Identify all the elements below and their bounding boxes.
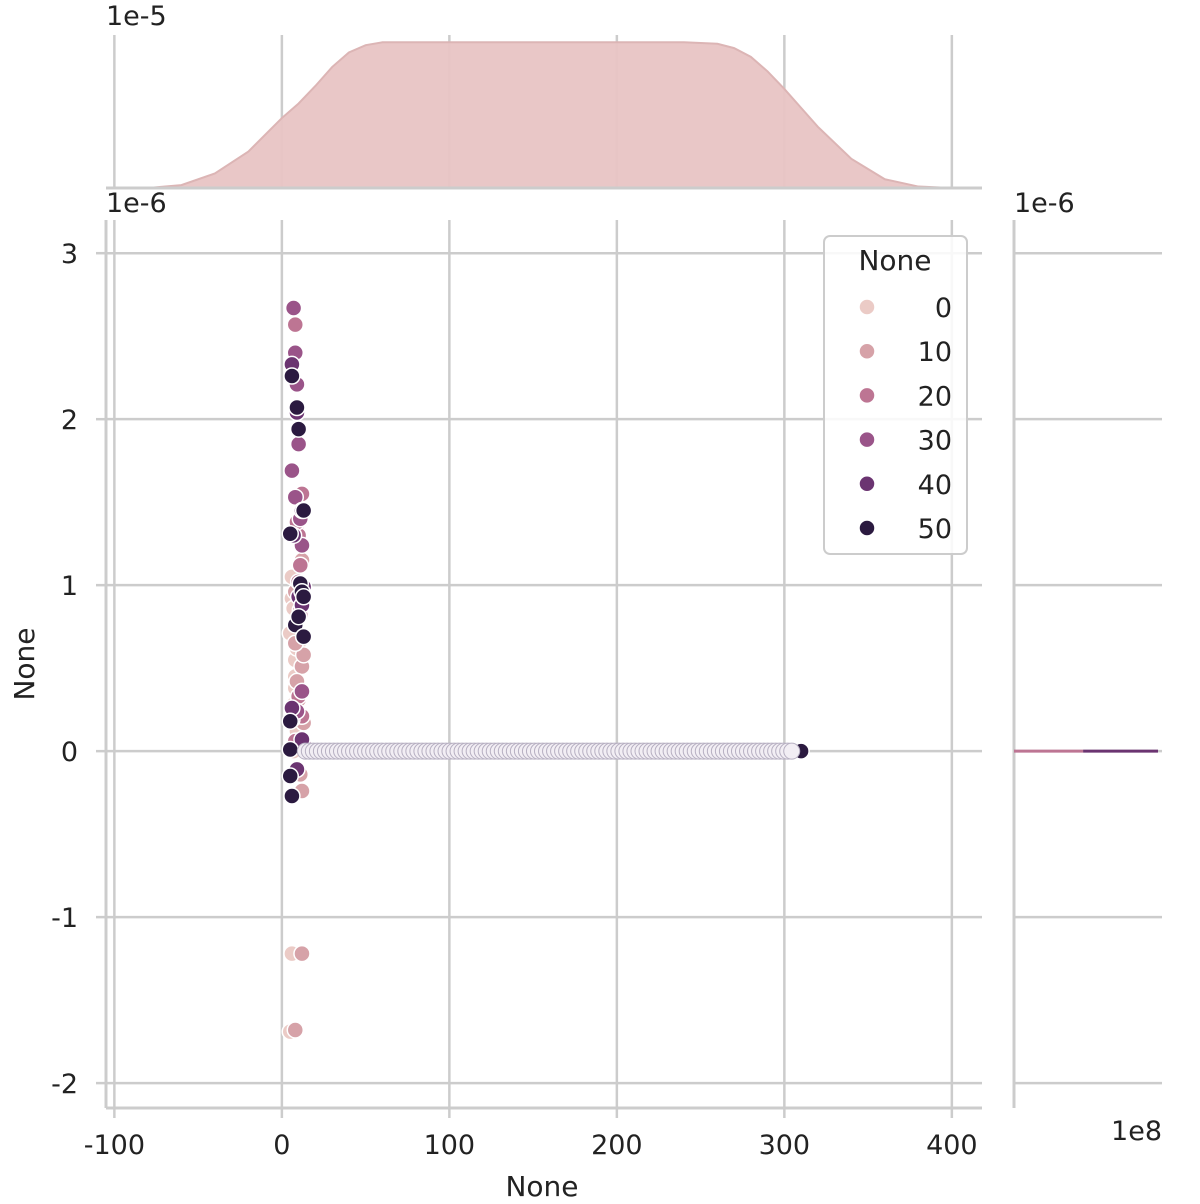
- legend-label: 40: [918, 470, 952, 501]
- scatter-point: [286, 1021, 305, 1039]
- marginal-top-panel: 1e-5: [106, 1, 982, 190]
- marginal-right-panel: 1e-6 1e8: [1012, 188, 1162, 1147]
- legend-box: [823, 235, 968, 555]
- x-tick-label: -100: [84, 1130, 145, 1161]
- y-axis-label: None: [8, 627, 41, 700]
- x-axis-label: None: [505, 1170, 578, 1200]
- scatter-point: [291, 556, 310, 574]
- scatter-point: [294, 501, 313, 520]
- y-multiplier-label: 1e-6: [106, 188, 167, 219]
- marginal-top-density: [114, 41, 952, 189]
- x-tick-label: 0: [273, 1130, 290, 1161]
- y-tick-label: 1: [61, 571, 78, 602]
- legend-marker: [858, 430, 876, 449]
- legend-label: 50: [918, 514, 952, 545]
- scatter-point: [293, 682, 311, 701]
- scatter-point: [294, 646, 313, 664]
- scatter-point: [283, 367, 301, 385]
- legend-marker: [858, 298, 876, 316]
- x-tick-label: 400: [926, 1130, 978, 1161]
- legend-marker: [858, 519, 876, 537]
- legend-marker: [858, 386, 876, 405]
- legend-label: 20: [918, 381, 952, 412]
- scatter-point: [283, 787, 301, 805]
- legend-marker: [858, 475, 876, 493]
- x-tick-label: 100: [424, 1130, 476, 1161]
- scatter-point: [288, 398, 306, 417]
- x-tick-label: 200: [591, 1130, 643, 1161]
- right-multiplier-label: 1e-6: [1014, 188, 1075, 219]
- y-tick-label: 3: [61, 239, 78, 270]
- y-tick-label: 2: [61, 405, 78, 436]
- top-multiplier-label: 1e-5: [106, 1, 167, 32]
- scatter-point: [783, 742, 801, 760]
- legend-label: 10: [918, 337, 952, 368]
- scatter-point: [289, 420, 308, 438]
- legend-title: None: [858, 244, 931, 277]
- scatter-point: [284, 299, 303, 317]
- grid-layer: [106, 35, 1162, 1108]
- scatter-point: [281, 767, 299, 785]
- scatter-point: [281, 740, 299, 759]
- scatter-point: [293, 944, 311, 963]
- right-x-multiplier-label: 1e8: [1111, 1116, 1162, 1147]
- x-tick-label: 300: [759, 1130, 811, 1161]
- y-tick-label: -2: [51, 1069, 78, 1100]
- y-tick-label: -1: [51, 903, 78, 934]
- scatter-point: [294, 627, 313, 646]
- scatter-point: [286, 315, 305, 334]
- legend-label: 30: [918, 426, 952, 457]
- scatter-point: [294, 588, 313, 606]
- scatter-point: [289, 435, 308, 453]
- legend-marker: [858, 342, 876, 360]
- scatter-point: [281, 524, 299, 543]
- scatter-point: [281, 712, 299, 731]
- legend-label: 0: [935, 293, 952, 324]
- scatter-points: [281, 299, 810, 1041]
- scatter-point: [289, 607, 308, 626]
- scatter-point: [283, 461, 301, 480]
- y-tick-label: 0: [61, 737, 78, 768]
